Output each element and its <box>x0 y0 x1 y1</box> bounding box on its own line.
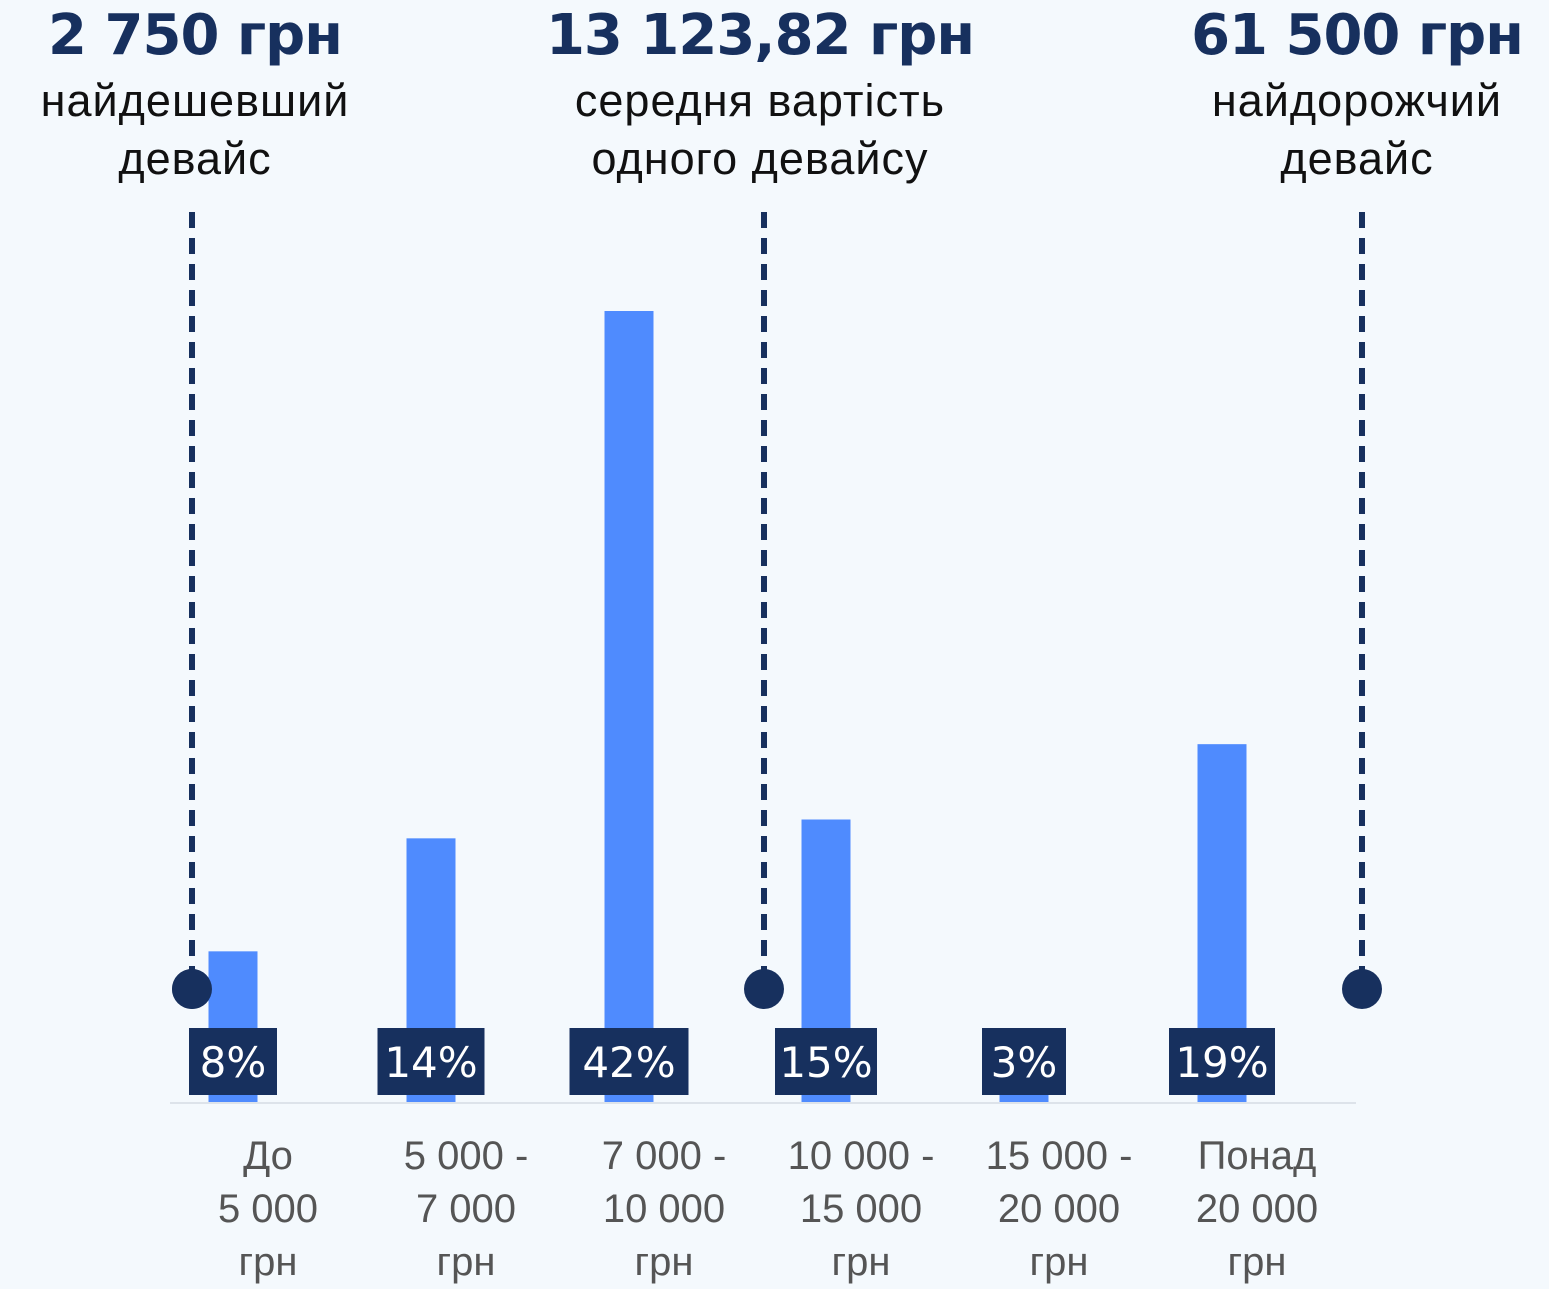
stat-max-value: 61 500 грн <box>1191 3 1524 68</box>
stat-max: 61 500 грн найдорожчий девайс <box>1165 0 1549 188</box>
bar-2 <box>604 311 654 1102</box>
data-label-bg-0 <box>189 1028 277 1095</box>
reference-marker-max <box>1342 969 1382 1009</box>
stat-avg-caption-line2: одного девайсу <box>591 133 929 184</box>
data-label-bg-1 <box>377 1028 485 1095</box>
data-label-bg-2 <box>569 1028 689 1095</box>
stat-max-caption-line2: девайс <box>1280 133 1434 184</box>
stat-avg: 13 123,82 грн середня вартість одного де… <box>520 0 1000 188</box>
category-label-4: 15 000 - 20 000 грн <box>985 1134 1133 1284</box>
stat-min-caption-line1: найдешевший <box>40 75 350 126</box>
stat-min-caption-line2: девайс <box>118 133 272 184</box>
data-label-bg-4 <box>982 1028 1066 1095</box>
category-label-1: 5 000 - 7 000 грн <box>403 1134 529 1284</box>
data-label-5: 19% <box>1175 1038 1268 1087</box>
data-label-2: 42% <box>582 1038 675 1087</box>
stat-avg-value: 13 123,82 грн <box>545 3 975 68</box>
data-label-4: 3% <box>991 1038 1058 1087</box>
data-label-1: 14% <box>384 1038 477 1087</box>
category-label-0: До 5 000 грн <box>217 1134 319 1284</box>
reference-marker-min-top <box>172 969 212 1009</box>
stat-min: 2 750 грн найдешевший девайс <box>0 0 390 188</box>
stat-min-value: 2 750 грн <box>48 3 343 68</box>
data-label-bg-5 <box>1169 1028 1275 1095</box>
data-label-0: 8% <box>200 1038 267 1087</box>
reference-marker-avg <box>744 969 784 1009</box>
data-label-bg-3 <box>775 1028 877 1095</box>
stat-max-caption-line1: найдорожчий <box>1211 75 1503 126</box>
data-label-3: 15% <box>779 1038 872 1087</box>
category-label-3: 10 000 - 15 000 грн <box>787 1134 935 1284</box>
category-label-5: Понад 20 000 грн <box>1195 1134 1319 1284</box>
stat-avg-caption-line1: середня вартість <box>574 75 946 126</box>
category-label-2: 7 000 - 10 000 грн <box>601 1134 727 1284</box>
